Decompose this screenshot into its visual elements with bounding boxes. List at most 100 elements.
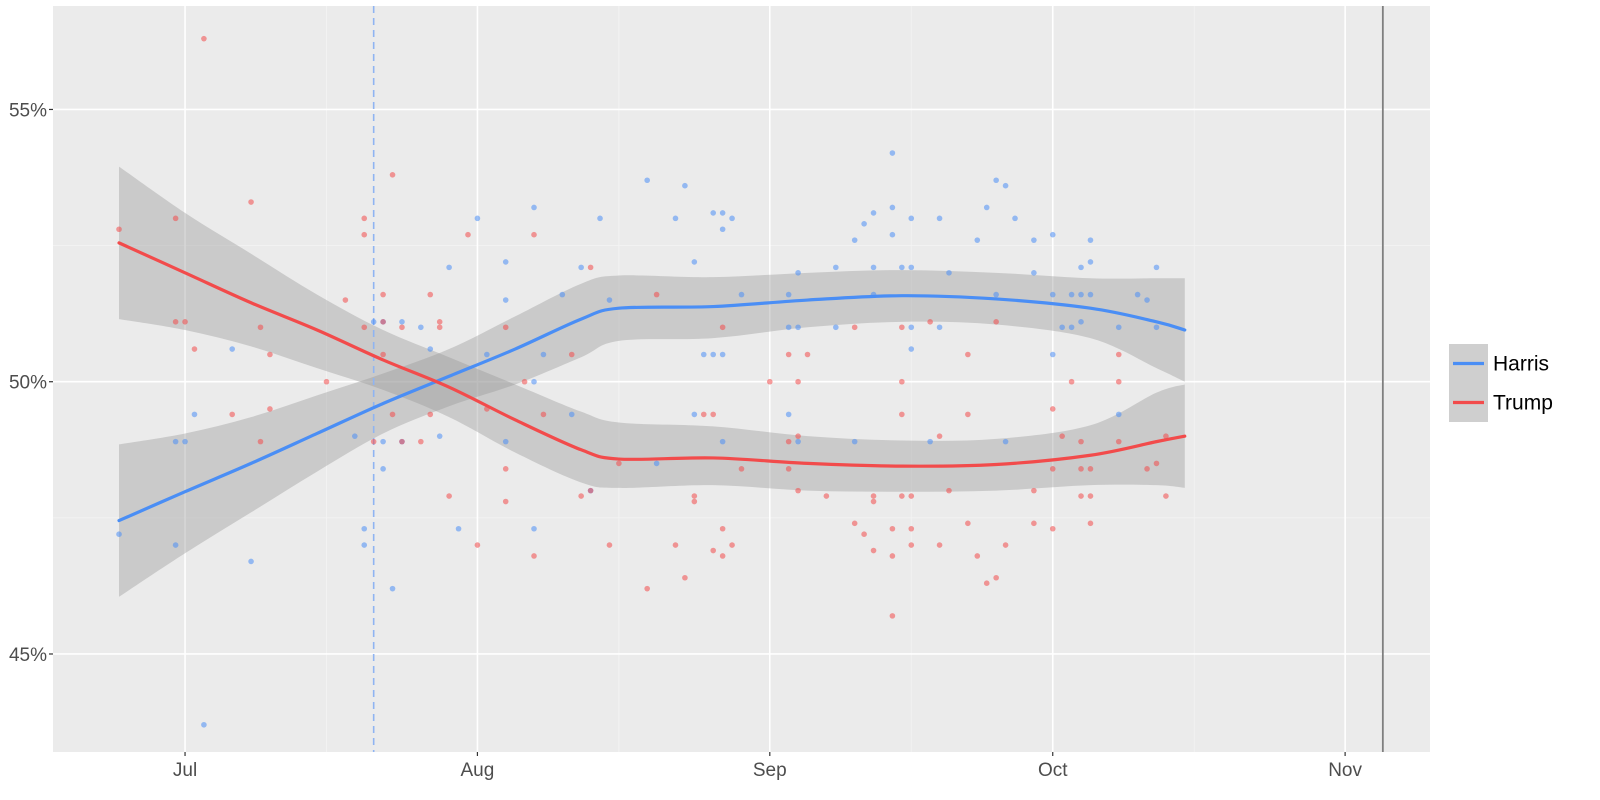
- point-trump: [936, 433, 943, 439]
- point-trump: [248, 199, 254, 205]
- point-harris: [229, 346, 235, 352]
- point-trump: [899, 324, 905, 331]
- plot-panel: [53, 6, 1430, 752]
- point-harris: [908, 346, 915, 352]
- point-harris: [399, 319, 405, 325]
- point-harris: [474, 215, 481, 222]
- trend-line-harris: [117, 294, 1187, 523]
- point-harris: [1059, 324, 1065, 331]
- point-harris: [785, 324, 792, 331]
- point-trump: [380, 319, 386, 325]
- point-harris: [1002, 438, 1009, 445]
- point-trump: [983, 580, 990, 586]
- point-harris: [380, 466, 386, 472]
- point-harris: [889, 204, 896, 211]
- point-harris: [361, 542, 368, 548]
- point-harris: [389, 585, 396, 592]
- point-harris: [785, 411, 792, 418]
- point-harris: [644, 177, 650, 184]
- point-trump: [1115, 438, 1122, 445]
- point-harris: [700, 351, 707, 358]
- major-gridlines: [53, 6, 1430, 752]
- point-harris: [1153, 264, 1160, 271]
- point-harris: [578, 264, 584, 271]
- x-tick-label: Aug: [461, 760, 495, 781]
- point-trump: [899, 378, 905, 385]
- point-trump: [710, 547, 717, 554]
- point-trump: [870, 493, 877, 499]
- x-axis: Jul Aug Sep Oct Nov: [173, 752, 1363, 781]
- point-harris: [436, 433, 443, 439]
- x-tick-label: Jul: [173, 760, 197, 781]
- trend-lines: [117, 241, 1187, 523]
- point-trump: [804, 351, 811, 358]
- x-tick-label: Oct: [1038, 760, 1068, 781]
- point-harris: [833, 264, 839, 271]
- point-harris: [502, 297, 509, 303]
- point-harris: [1078, 264, 1084, 271]
- point-harris: [1115, 411, 1122, 418]
- point-harris: [889, 231, 896, 238]
- point-trump: [1144, 466, 1150, 472]
- point-harris: [719, 226, 726, 233]
- point-trump: [446, 493, 452, 499]
- point-trump: [1078, 438, 1084, 445]
- point-trump: [908, 542, 915, 548]
- point-harris: [936, 215, 943, 222]
- point-trump: [795, 487, 801, 494]
- point-harris: [983, 204, 990, 211]
- point-harris: [1115, 324, 1122, 331]
- point-harris: [1078, 291, 1084, 298]
- point-harris: [531, 204, 537, 211]
- point-trump: [700, 411, 707, 418]
- point-trump: [1068, 378, 1075, 385]
- point-trump: [229, 411, 235, 418]
- minor-gridlines: [53, 6, 1430, 752]
- point-harris: [927, 438, 933, 445]
- confidence-bands: [119, 166, 1185, 597]
- point-harris: [380, 438, 386, 445]
- point-trump: [361, 215, 368, 222]
- point-trump: [993, 574, 999, 581]
- point-harris: [248, 558, 254, 565]
- point-trump: [606, 542, 613, 548]
- point-trump: [191, 346, 198, 352]
- point-harris: [729, 215, 735, 222]
- point-trump: [795, 433, 801, 439]
- point-harris: [484, 351, 490, 358]
- point-trump: [899, 411, 905, 418]
- point-trump: [399, 324, 405, 331]
- point-trump: [1153, 460, 1160, 467]
- legend: Harris Trump: [1449, 344, 1553, 422]
- point-harris: [974, 237, 981, 243]
- point-harris: [201, 721, 207, 728]
- point-trump: [172, 319, 179, 325]
- point-harris: [851, 237, 858, 243]
- point-trump: [851, 520, 858, 527]
- point-trump: [389, 172, 396, 178]
- point-trump: [785, 351, 792, 358]
- point-harris: [1031, 270, 1037, 276]
- point-trump: [474, 542, 481, 548]
- point-harris: [172, 438, 179, 445]
- point-trump: [1163, 433, 1169, 439]
- point-trump: [521, 378, 528, 385]
- point-harris: [691, 259, 698, 265]
- point-harris: [1012, 215, 1018, 222]
- point-trump: [568, 351, 575, 358]
- point-trump: [965, 351, 971, 358]
- trend-line-trump: [117, 241, 1187, 468]
- point-harris: [719, 351, 726, 358]
- point-harris: [870, 210, 877, 216]
- point-trump: [710, 411, 717, 418]
- point-trump: [172, 215, 179, 222]
- point-trump: [323, 378, 330, 385]
- point-trump: [370, 438, 377, 445]
- x-tick-label: Sep: [753, 760, 787, 781]
- point-harris: [502, 259, 509, 265]
- point-trump: [691, 493, 698, 499]
- point-harris: [785, 291, 792, 298]
- point-harris: [1068, 324, 1075, 331]
- point-trump: [889, 553, 896, 559]
- point-trump: [587, 264, 594, 271]
